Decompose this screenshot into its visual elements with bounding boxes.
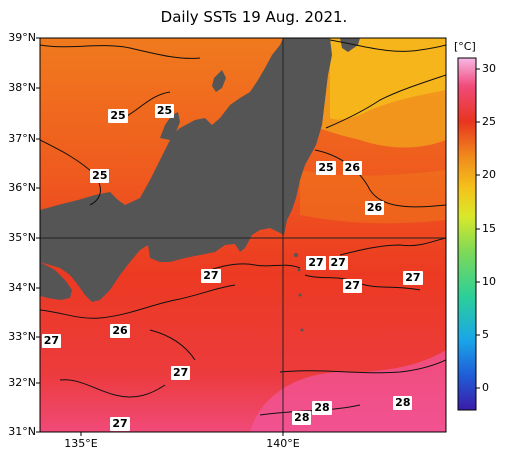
lat-label: 36°N bbox=[8, 181, 36, 194]
lat-label: 39°N bbox=[8, 31, 36, 44]
contour-value-label: 27 bbox=[306, 256, 326, 270]
contour-value-label: 25 bbox=[108, 108, 128, 123]
contour-value-label: 28 bbox=[312, 401, 332, 415]
contour-value-label: 25 bbox=[90, 168, 110, 183]
lat-label: 37°N bbox=[8, 132, 36, 145]
colorbar-tick-label: 15 bbox=[482, 222, 496, 235]
izu-island bbox=[300, 328, 304, 332]
shikoku-land bbox=[40, 262, 72, 300]
noto-peninsula bbox=[160, 112, 180, 140]
lat-label: 32°N bbox=[8, 376, 36, 389]
contour-value-label: 28 bbox=[393, 396, 413, 410]
contour-value-label: 27 bbox=[41, 333, 61, 348]
lat-label: 38°N bbox=[8, 81, 36, 94]
izu-island bbox=[294, 253, 298, 257]
colorbar-tick-label: 20 bbox=[482, 168, 496, 181]
contour-value-label: 27 bbox=[328, 256, 348, 270]
colorbar-tick-label: 10 bbox=[482, 275, 496, 288]
contour-value-label: 27 bbox=[110, 417, 130, 431]
contour-value-label: 27 bbox=[170, 366, 191, 380]
contour-value-label: 27 bbox=[342, 278, 362, 293]
hokkaido-edge-land bbox=[340, 38, 360, 52]
contour-value-label: 26 bbox=[364, 201, 385, 215]
contour-value-label: 27 bbox=[201, 268, 221, 283]
lon-label: 140°E bbox=[266, 437, 300, 450]
sado-island bbox=[212, 70, 226, 92]
lat-label: 31°N bbox=[8, 425, 36, 438]
lat-label: 35°N bbox=[8, 231, 36, 244]
axis-ticks bbox=[36, 37, 284, 436]
lat-label: 34°N bbox=[8, 281, 36, 294]
colorbar-tick-label: 25 bbox=[482, 115, 496, 128]
contour-value-label: 28 bbox=[292, 411, 312, 425]
izu-island bbox=[298, 293, 302, 297]
colorbar-tick-label: 0 bbox=[482, 381, 489, 394]
contour-value-label: 27 bbox=[403, 271, 423, 285]
contour-value-label: 26 bbox=[342, 161, 362, 175]
contour-value-label: 25 bbox=[316, 161, 336, 175]
contour-value-label: 25 bbox=[154, 103, 175, 118]
coolest-water-region bbox=[330, 38, 446, 120]
colorbar-unit: [°C] bbox=[454, 40, 476, 53]
izu-island bbox=[297, 268, 301, 272]
map-title: Daily SSTs 19 Aug. 2021. bbox=[160, 8, 348, 26]
colorbar bbox=[457, 57, 477, 411]
colorbar-tick-label: 5 bbox=[482, 328, 489, 341]
map-frame bbox=[39, 37, 447, 433]
colorbar-ticks bbox=[476, 68, 480, 389]
lon-label: 135°E bbox=[64, 437, 98, 450]
honshu-land bbox=[40, 38, 332, 302]
contour-value-label: 26 bbox=[110, 323, 130, 338]
transition-water-region bbox=[300, 170, 446, 224]
colorbar-tick-label: 30 bbox=[482, 62, 496, 75]
lat-label: 33°N bbox=[8, 330, 36, 343]
